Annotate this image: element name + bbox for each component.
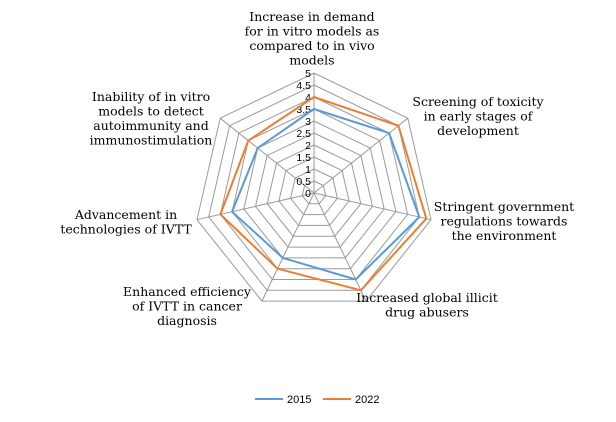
- tick-label: 4: [305, 92, 311, 104]
- data-point-2022: [276, 267, 279, 270]
- data-point-2015: [354, 278, 357, 281]
- data-point-2022: [247, 139, 250, 142]
- data-point-2022: [397, 124, 400, 127]
- tick-label: 3.5: [296, 104, 311, 116]
- legend-label-2015: 2015: [287, 394, 311, 406]
- grid-ring: [219, 96, 409, 280]
- grid-ring: [243, 120, 385, 259]
- data-point-2015: [282, 257, 284, 259]
- tick-label: 5: [305, 68, 311, 80]
- category-label: Enhanced efficiency of IVTT in cancer diag…: [123, 284, 252, 328]
- axis-spoke: [313, 192, 432, 221]
- data-point-2015: [231, 210, 233, 213]
- tick-label: 2.5: [296, 128, 311, 140]
- axis-spoke: [219, 117, 315, 194]
- grid-ring: [290, 168, 338, 216]
- grid-ring: [278, 156, 350, 226]
- grid-ring: [266, 144, 362, 237]
- axis-spoke: [261, 192, 315, 302]
- category-label: Inability of in vitro models to detect aut…: [90, 89, 213, 148]
- category-label: Screening of toxicity in early stages of d…: [412, 94, 544, 138]
- data-point-2022: [313, 96, 315, 98]
- data-point-2022: [425, 217, 428, 220]
- tick-label: 2: [305, 140, 311, 152]
- tick-label: 1.5: [296, 152, 311, 164]
- tick-label: 0: [305, 188, 311, 200]
- data-point-2015: [418, 216, 421, 218]
- series-line-2022: [219, 96, 428, 292]
- category-label: Increased global illicit drug abusers: [356, 290, 498, 320]
- series-line-2015: [231, 108, 421, 281]
- axis-spoke: [196, 192, 315, 221]
- legend-label-2022: 2022: [355, 394, 379, 406]
- data-point-2015: [313, 108, 315, 110]
- tick-label: 3: [305, 116, 311, 128]
- grid-ring: [208, 84, 420, 291]
- category-label: Increase in demand for in vitro models as…: [245, 9, 380, 68]
- grid-ring: [231, 108, 397, 270]
- data-point-2022: [360, 289, 362, 292]
- grid-ring: [301, 180, 327, 205]
- tick-label: 0.5: [296, 176, 311, 188]
- category-label: Stringent government regulations towards t…: [434, 199, 574, 243]
- grid-ring: [254, 132, 374, 248]
- axis-spoke: [313, 117, 409, 194]
- data-point-2015: [256, 147, 259, 149]
- data-point-2015: [388, 132, 390, 134]
- tick-label: 4.5: [296, 80, 311, 92]
- category-label: Advancement in technologies of IVTT: [60, 207, 192, 237]
- data-point-2022: [219, 213, 222, 216]
- axis-spoke: [313, 192, 367, 302]
- grid-ring: [196, 72, 432, 302]
- tick-label: 1: [305, 164, 311, 176]
